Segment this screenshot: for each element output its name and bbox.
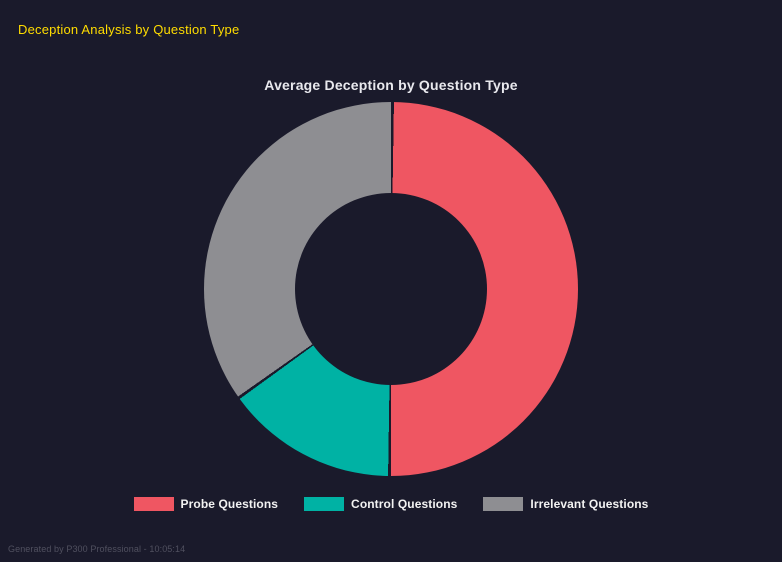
legend-item-probe-questions[interactable]: Probe Questions bbox=[133, 497, 279, 511]
chart-legend: Probe Questions Control Questions Irreleva… bbox=[0, 497, 782, 511]
page-title: Deception Analysis by Question Type bbox=[18, 22, 240, 37]
legend-label: Control Questions bbox=[351, 497, 458, 511]
legend-item-irrelevant-questions[interactable]: Irrelevant Questions bbox=[483, 497, 648, 511]
legend-swatch bbox=[133, 497, 174, 511]
legend-swatch bbox=[483, 497, 524, 511]
chart-title: Average Deception by Question Type bbox=[264, 77, 518, 93]
legend-item-control-questions[interactable]: Control Questions bbox=[304, 497, 457, 511]
footer-text: Generated by P300 Professional - 10:05:1… bbox=[8, 544, 186, 554]
legend-label: Irrelevant Questions bbox=[530, 497, 649, 511]
donut-chart[interactable] bbox=[204, 102, 578, 476]
legend-swatch bbox=[304, 497, 345, 511]
legend-label: Probe Questions bbox=[180, 497, 279, 511]
donut-hole bbox=[295, 193, 487, 385]
